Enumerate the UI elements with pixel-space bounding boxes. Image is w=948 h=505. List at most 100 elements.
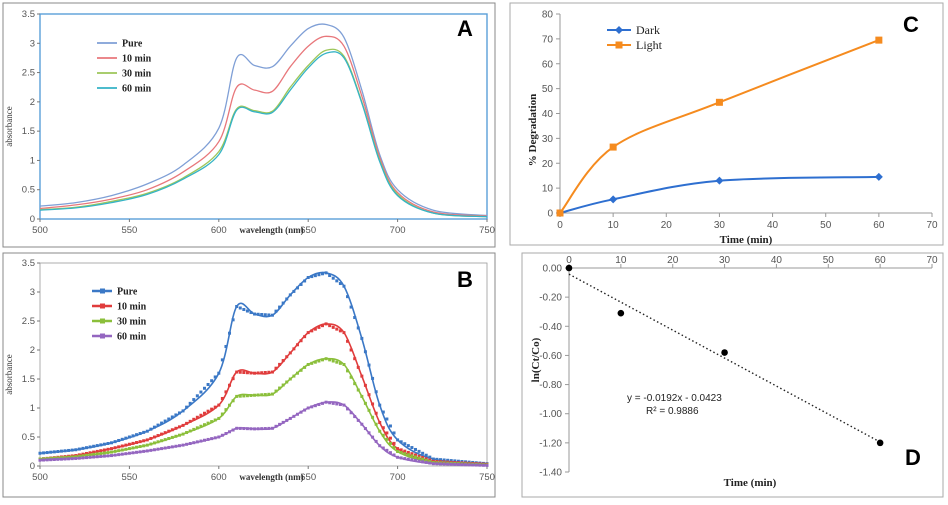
y-tick-label: 50 [542,84,554,95]
data-marker [303,335,307,339]
data-marker [127,442,131,446]
data-marker [381,446,385,450]
data-marker [413,458,417,462]
data-marker [174,426,178,430]
x-tick-label: 650 [300,472,316,483]
data-marker [431,457,435,461]
legend-label: Dark [636,23,660,37]
data-marker [199,413,203,417]
data-marker [235,370,239,374]
data-marker [163,438,167,442]
data-marker [228,331,232,335]
data-marker [381,433,385,437]
data-marker [392,441,396,445]
y-tick-label: 2 [30,345,35,356]
data-marker [317,359,321,363]
data-marker [428,455,432,459]
y-tick-label: 20 [542,159,554,170]
data-marker [210,437,214,441]
data-marker [449,462,453,466]
data-marker [188,401,192,405]
data-marker [88,453,92,457]
data-marker [288,351,292,355]
data-marker [84,446,88,450]
data-marker [77,447,81,451]
data-marker [299,410,303,414]
data-marker [270,392,274,396]
data-marker [70,457,74,461]
data-marker [163,446,167,450]
data-marker [149,427,153,431]
data-marker [174,444,178,448]
data-marker [478,463,482,467]
y-tick-label: 0.5 [22,185,35,196]
data-marker [278,305,282,309]
data-marker [396,450,400,453]
data-marker [245,427,249,431]
data-marker [396,438,400,442]
data-marker [84,453,88,457]
data-marker [235,426,239,430]
x-tick-label: 0 [566,255,572,266]
data-marker [403,457,407,461]
data-marker [428,459,432,463]
data-marker [388,436,392,440]
data-marker [403,452,407,456]
data-point [617,309,625,317]
data-marker [149,436,153,440]
data-marker [181,443,185,447]
data-marker [263,371,267,375]
panel-b: 0 0.5 1 1.5 2 2.5 3 3.5 500 550 600 650 700 750 wavele… [4,258,495,483]
y-tick-label: 0.5 [22,432,35,443]
data-marker [306,276,310,279]
data-marker [310,329,314,333]
data-marker [199,424,203,428]
data-marker [313,404,317,408]
y-tick-label: -0.40 [539,322,562,333]
y-tick-label: 60 [542,59,554,70]
x-tick-label: 600 [211,225,227,236]
data-marker [59,456,63,460]
panel-b-frame [2,252,496,498]
data-marker [410,446,414,450]
data-marker [331,359,335,363]
data-marker [435,462,439,466]
data-marker [213,436,217,440]
data-marker [124,443,128,447]
data-marker [406,453,410,457]
data-marker [81,446,85,450]
data-marker [59,449,63,453]
data-marker [110,450,114,454]
data-marker [106,441,110,445]
data-marker [117,445,121,449]
data-marker [81,456,85,460]
data-marker [152,441,156,445]
data-marker [363,427,367,431]
data-marker [360,422,364,426]
data-marker [88,445,92,449]
data-marker [77,454,81,458]
data-marker [396,455,400,459]
data-marker [224,390,228,394]
legend-label: Pure [117,287,138,298]
data-marker [202,411,206,415]
data-marker [446,462,450,466]
data-marker [278,386,282,390]
data-marker [256,427,260,431]
data-point-light [875,36,883,44]
data-marker [413,453,417,457]
data-marker [313,360,317,364]
data-marker [338,329,342,333]
legend-marker [615,41,623,49]
data-marker [110,454,114,458]
data-marker [210,379,214,383]
data-marker [74,448,78,452]
y-tick-label: 3.5 [22,258,35,269]
data-marker [346,295,350,299]
data-marker [163,431,167,435]
x-tick-label: 50 [823,255,835,266]
data-marker [142,449,146,453]
data-marker [456,459,460,463]
legend-label: 30 min [117,317,147,328]
panel-a-frame [2,2,496,248]
